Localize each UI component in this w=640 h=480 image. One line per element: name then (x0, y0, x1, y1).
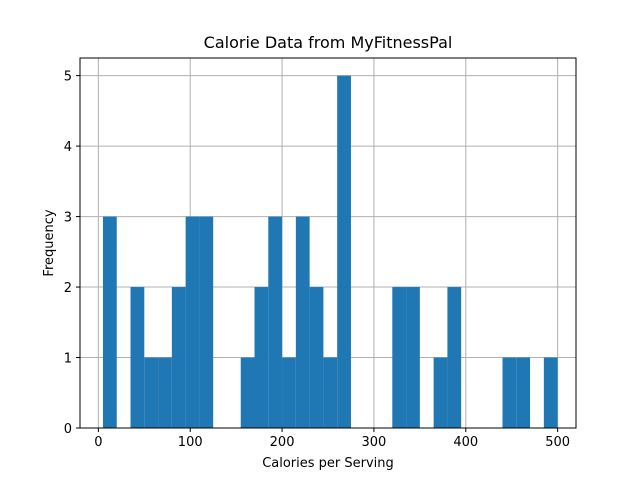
histogram-bar (309, 287, 324, 428)
histogram-bar (254, 287, 269, 428)
y-tick-label: 2 (64, 281, 72, 296)
x-tick-label: 400 (453, 435, 478, 450)
y-tick-label: 0 (64, 422, 72, 437)
y-axis-label: Frequency (42, 209, 57, 276)
histogram-bar (144, 357, 159, 428)
ticks-layer: 0 100 200 300 400 500 0 1 2 3 4 5 (64, 70, 570, 450)
y-tick-label: 3 (64, 211, 72, 226)
histogram-bar (295, 216, 310, 428)
x-tick-label: 200 (270, 435, 295, 450)
histogram-bar (543, 357, 558, 428)
histogram-bar (323, 357, 338, 428)
y-tick-label: 4 (64, 140, 72, 155)
histogram-bar (102, 216, 117, 428)
histogram-bar (268, 216, 283, 428)
histogram-bar (447, 287, 462, 428)
x-axis-label: Calories per Serving (262, 456, 394, 471)
histogram-bar (282, 357, 296, 428)
histogram-bar (406, 287, 420, 428)
histogram-bar (199, 216, 214, 428)
x-tick-label: 0 (94, 435, 102, 450)
histogram-bar (337, 75, 351, 428)
plot-frame (79, 57, 577, 429)
bars-layer (102, 75, 558, 428)
x-tick-label: 500 (545, 435, 570, 450)
histogram-bar (185, 216, 200, 428)
histogram-bar (171, 287, 186, 428)
y-tick-label: 5 (64, 70, 72, 85)
histogram-bar (502, 357, 517, 428)
histogram-bar (392, 287, 407, 428)
chart-title: Calorie Data from MyFitnessPal (204, 33, 453, 52)
histogram-bar (433, 357, 448, 428)
histogram-bar (158, 357, 172, 428)
histogram-bar (516, 357, 531, 428)
histogram-bar (130, 287, 145, 428)
histogram-bar (240, 357, 255, 428)
y-tick-label: 1 (64, 352, 72, 367)
x-tick-label: 100 (178, 435, 203, 450)
x-tick-label: 300 (362, 435, 387, 450)
